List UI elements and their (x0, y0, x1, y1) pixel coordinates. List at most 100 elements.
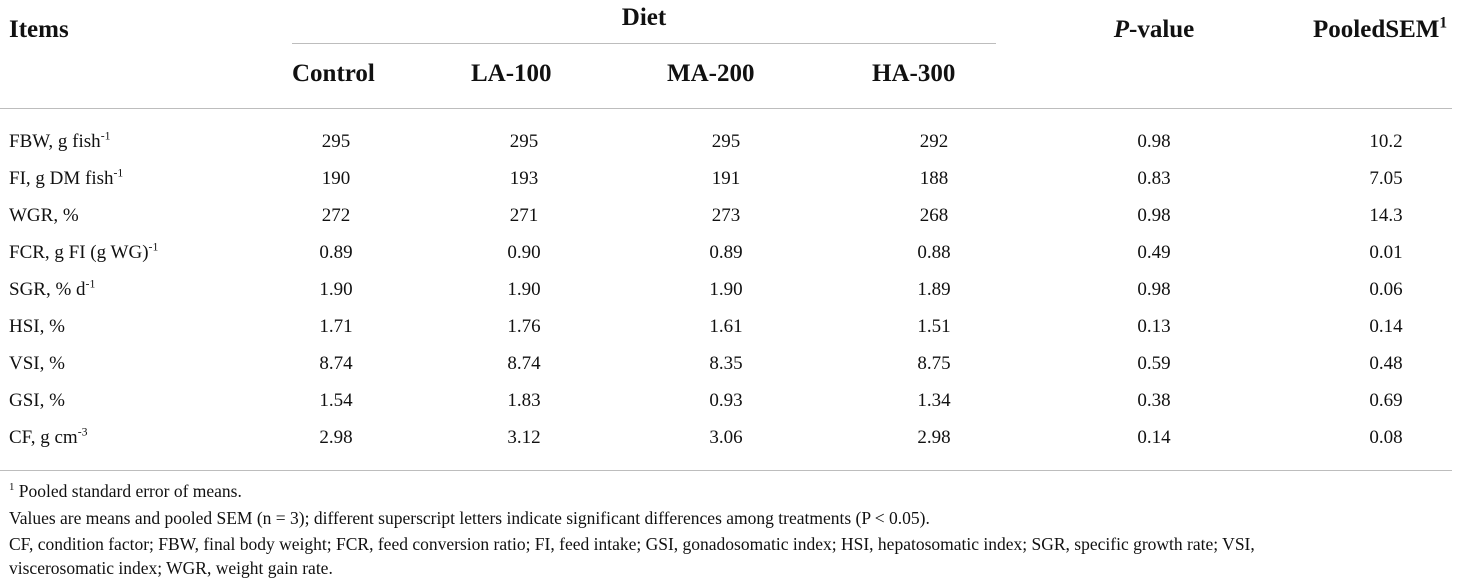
row-value: 0.98 (1137, 131, 1171, 152)
row-value: 190 (321, 168, 351, 189)
header-group-control: Control (292, 60, 375, 87)
row-value: 10.2 (1369, 131, 1403, 152)
footnote-2: Values are means and pooled SEM (n = 3);… (9, 508, 930, 528)
row-value: 1.90 (319, 279, 353, 300)
row-value: 2.98 (319, 427, 353, 448)
row-value: 0.38 (1137, 390, 1171, 411)
footnote-1-sup: 1 (9, 481, 15, 494)
table-bottom-rule (0, 470, 1452, 471)
row-label: SGR, % d-1 (9, 271, 95, 308)
row-value: 8.74 (507, 353, 541, 374)
row-value: 0.06 (1369, 279, 1403, 300)
row-label-text: VSI, % (9, 353, 65, 374)
footnote-4: viscerosomatic index; WGR, weight gain r… (9, 558, 333, 578)
row-value: 0.14 (1369, 316, 1403, 337)
diet-rule (292, 43, 996, 44)
row-label-text: FCR, g FI (g WG) (9, 242, 149, 263)
row-label-text: WGR, % (9, 205, 79, 226)
row-value: 0.59 (1137, 353, 1171, 374)
row-value: 0.90 (507, 242, 541, 263)
row-value: 292 (919, 131, 949, 152)
header-group-la-100: LA-100 (471, 60, 552, 87)
row-label: CF, g cm-3 (9, 419, 88, 456)
row-value: 0.88 (917, 242, 951, 263)
row-value: 1.76 (507, 316, 541, 337)
row-label-text: FBW, g fish (9, 131, 101, 152)
row-label-text: CF, g cm (9, 427, 78, 448)
row-label-sup: -3 (77, 425, 88, 439)
row-value: 1.90 (507, 279, 541, 300)
row-value: 0.08 (1369, 427, 1403, 448)
row-label-sup: -1 (100, 129, 111, 143)
row-value: 2.98 (917, 427, 951, 448)
row-value: 193 (509, 168, 539, 189)
row-value: 1.83 (507, 390, 541, 411)
row-value: 0.98 (1137, 205, 1171, 226)
row-value: 1.51 (917, 316, 951, 337)
row-label-text: GSI, % (9, 390, 65, 411)
row-value: 191 (711, 168, 741, 189)
row-value: 0.89 (319, 242, 353, 263)
header-p-italic: P (1113, 16, 1129, 43)
table-row: FBW, g fish-1 295 295 295 292 0.98 10.2 (0, 123, 1460, 160)
row-value: 273 (711, 205, 741, 226)
row-value: 1.71 (319, 316, 353, 337)
row-value: 0.14 (1137, 427, 1171, 448)
header-pooled-sup: 1 (1439, 14, 1448, 32)
table-row: WGR, % 272 271 273 268 0.98 14.3 (0, 197, 1460, 234)
table-row: FCR, g FI (g WG)-1 0.89 0.90 0.89 0.88 0.49 0.… (0, 234, 1460, 271)
row-value: 1.34 (917, 390, 951, 411)
header-bottom-rule (0, 108, 1452, 109)
row-value: 0.98 (1137, 279, 1171, 300)
row-value: 8.74 (319, 353, 353, 374)
row-label-text: HSI, % (9, 316, 65, 337)
table-row: HSI, % 1.71 1.76 1.61 1.51 0.13 0.14 (0, 308, 1460, 345)
table-row: FI, g DM fish-1 190 193 191 188 0.83 7.05 (0, 160, 1460, 197)
row-value: 295 (321, 131, 351, 152)
header-items: Items (9, 16, 69, 43)
row-value: 272 (321, 205, 351, 226)
row-value: 0.69 (1369, 390, 1403, 411)
row-value: 295 (509, 131, 539, 152)
row-value: 1.90 (709, 279, 743, 300)
row-label: FCR, g FI (g WG)-1 (9, 234, 158, 271)
table-row: CF, g cm-3 2.98 3.12 3.06 2.98 0.14 0.08 (0, 419, 1460, 456)
row-value: 271 (509, 205, 539, 226)
row-label-sup: -1 (148, 240, 159, 254)
row-value: 0.93 (709, 390, 743, 411)
row-value: 0.83 (1137, 168, 1171, 189)
row-label: VSI, % (9, 345, 65, 382)
header-group-ma-200: MA-200 (667, 60, 755, 87)
row-label: FBW, g fish-1 (9, 123, 111, 160)
header-diet: Diet (621, 4, 667, 31)
row-value: 268 (919, 205, 949, 226)
row-value: 8.35 (709, 353, 743, 374)
row-label-text: FI, g DM fish (9, 168, 114, 189)
row-value: 14.3 (1369, 205, 1403, 226)
row-value: 0.13 (1137, 316, 1171, 337)
row-label: WGR, % (9, 197, 79, 234)
row-value: 3.12 (507, 427, 541, 448)
footnote-1-text: Pooled standard error of means. (14, 481, 242, 501)
footnote-3: CF, condition factor; FBW, final body we… (9, 534, 1255, 554)
row-label: HSI, % (9, 308, 65, 345)
row-label: FI, g DM fish-1 (9, 160, 123, 197)
row-label-text: SGR, % d (9, 279, 86, 300)
header-p-value: P-value (1074, 16, 1234, 44)
row-value: 1.54 (319, 390, 353, 411)
row-value: 1.61 (709, 316, 743, 337)
row-value: 295 (711, 131, 741, 152)
row-value: 7.05 (1369, 168, 1403, 189)
row-label-sup: -1 (85, 277, 96, 291)
row-value: 3.06 (709, 427, 743, 448)
row-value: 0.89 (709, 242, 743, 263)
row-value: 1.89 (917, 279, 951, 300)
row-value: 0.01 (1369, 242, 1403, 263)
table-row: VSI, % 8.74 8.74 8.35 8.75 0.59 0.48 (0, 345, 1460, 382)
row-label: GSI, % (9, 382, 65, 419)
footnote-1: 1 Pooled standard error of means. (9, 479, 242, 503)
row-value: 0.49 (1137, 242, 1171, 263)
header-pooled-label: PooledSEM (1313, 16, 1440, 43)
row-value: 188 (919, 168, 949, 189)
table-row: SGR, % d-1 1.90 1.90 1.90 1.89 0.98 0.06 (0, 271, 1460, 308)
